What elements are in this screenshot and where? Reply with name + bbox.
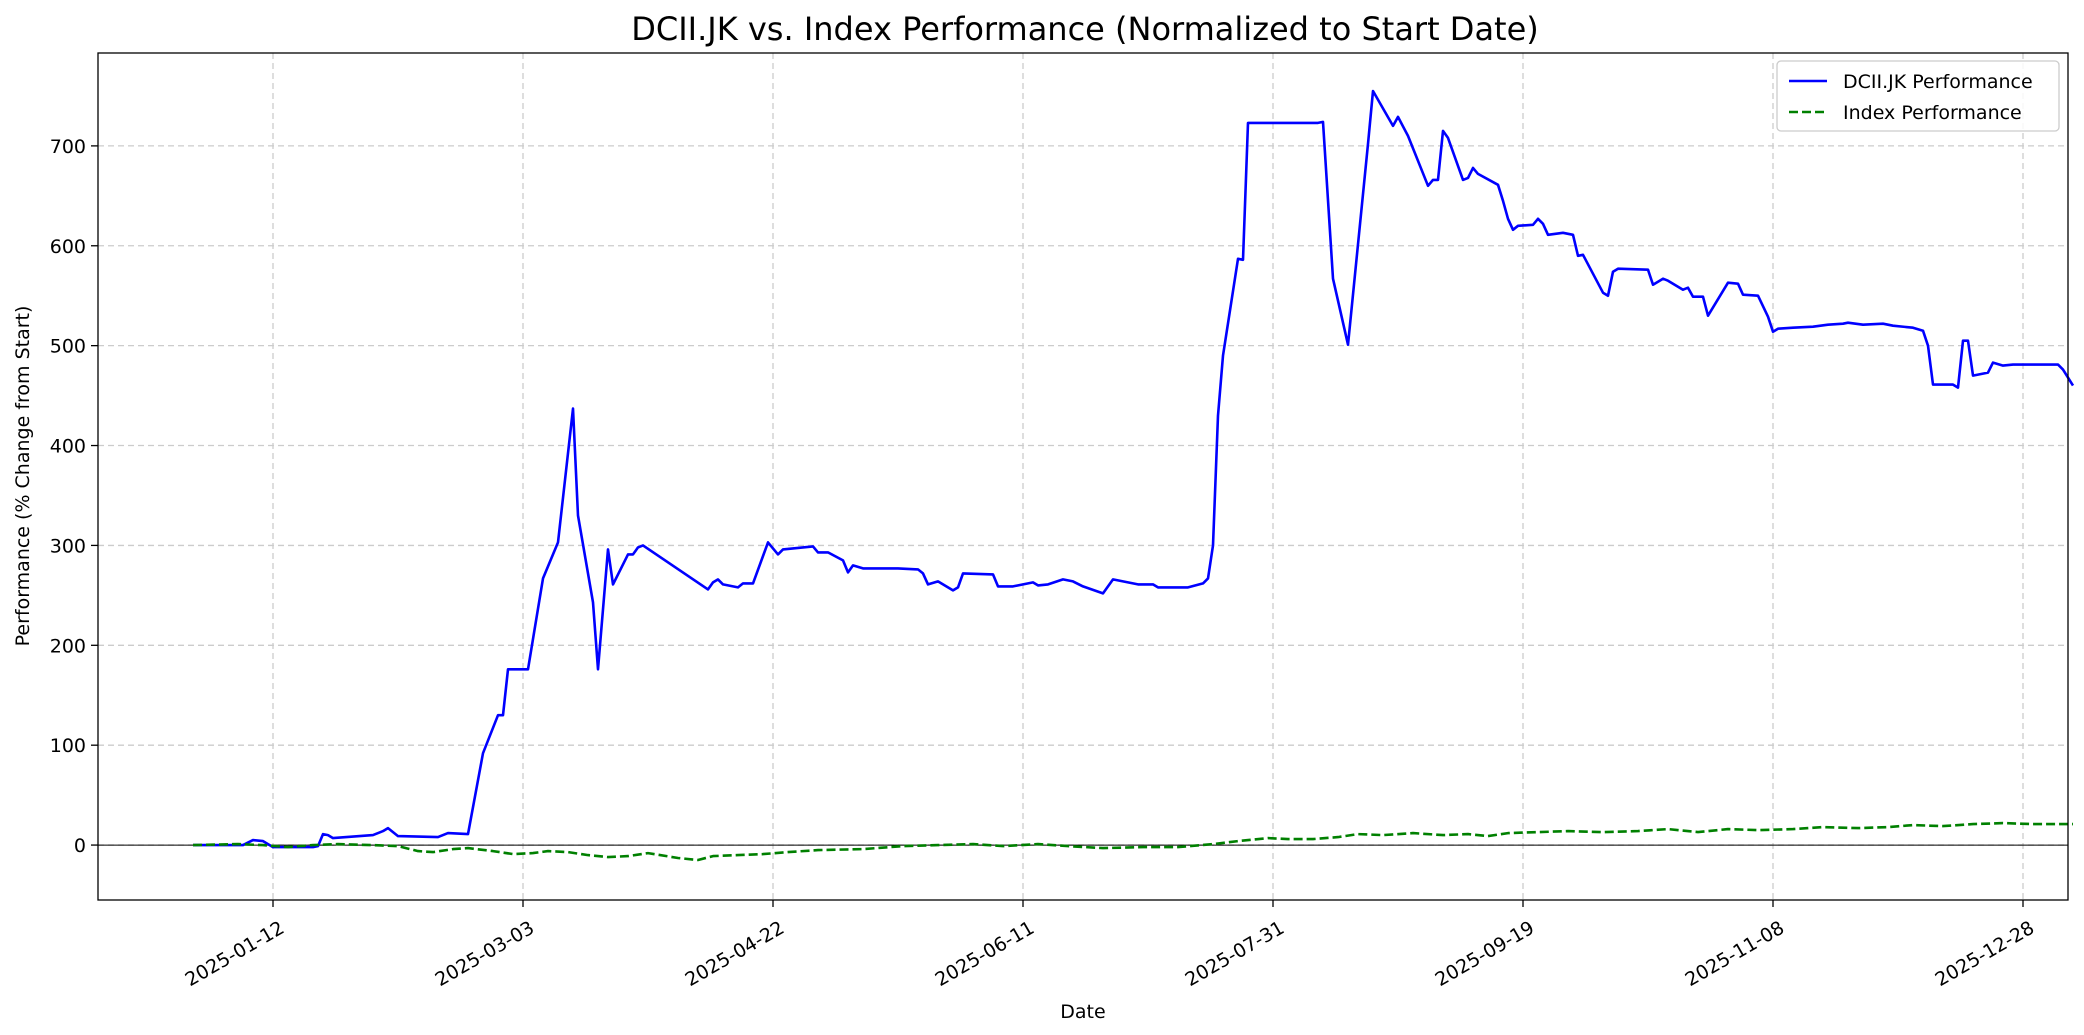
x-tick-label: 2025-07-31 (1182, 917, 1289, 991)
x-axis-ticks: 2025-01-12 2025-03-03 2025-04-22 2025-06-11… (182, 900, 2039, 991)
y-tick-label: 700 (50, 136, 86, 158)
y-tick-label: 400 (50, 436, 86, 458)
y-tick-label: 200 (50, 635, 86, 657)
y-tick-label: 100 (50, 735, 86, 757)
legend-label: Index Performance (1843, 102, 2022, 124)
y-tick-label: 0 (74, 835, 86, 857)
x-tick-label: 2025-01-12 (182, 917, 289, 991)
series-line-dcii (193, 89, 2075, 849)
plot-frame (97, 52, 2069, 901)
y-tick-label: 300 (50, 535, 86, 557)
y-tick-label: 600 (50, 236, 86, 258)
legend-box (1776, 60, 2060, 132)
y-axis-label: Performance (% Change from Start) (12, 306, 34, 647)
legend-label: DCII.JK Performance (1843, 71, 2033, 93)
y-axis-ticks: 0 100 200 300 400 500 600 700 (50, 136, 98, 857)
x-tick-label: 2025-04-22 (682, 917, 789, 991)
x-tick-label: 2025-03-03 (432, 917, 539, 991)
x-tick-label: 2025-09-19 (1432, 917, 1539, 991)
x-tick-label: 2025-11-08 (1682, 917, 1789, 991)
y-tick-label: 500 (50, 336, 86, 358)
grid (98, 53, 2068, 900)
x-axis-label: Date (1060, 1001, 1105, 1023)
chart-title: DCII.JK vs. Index Performance (Normalize… (631, 10, 1539, 48)
legend: DCII.JK Performance Index Performance (1776, 60, 2060, 132)
x-tick-label: 2025-12-28 (1932, 917, 2039, 991)
series-layer (192, 89, 2075, 862)
series-line-index (192, 821, 2073, 862)
x-tick-label: 2025-06-11 (932, 917, 1039, 991)
